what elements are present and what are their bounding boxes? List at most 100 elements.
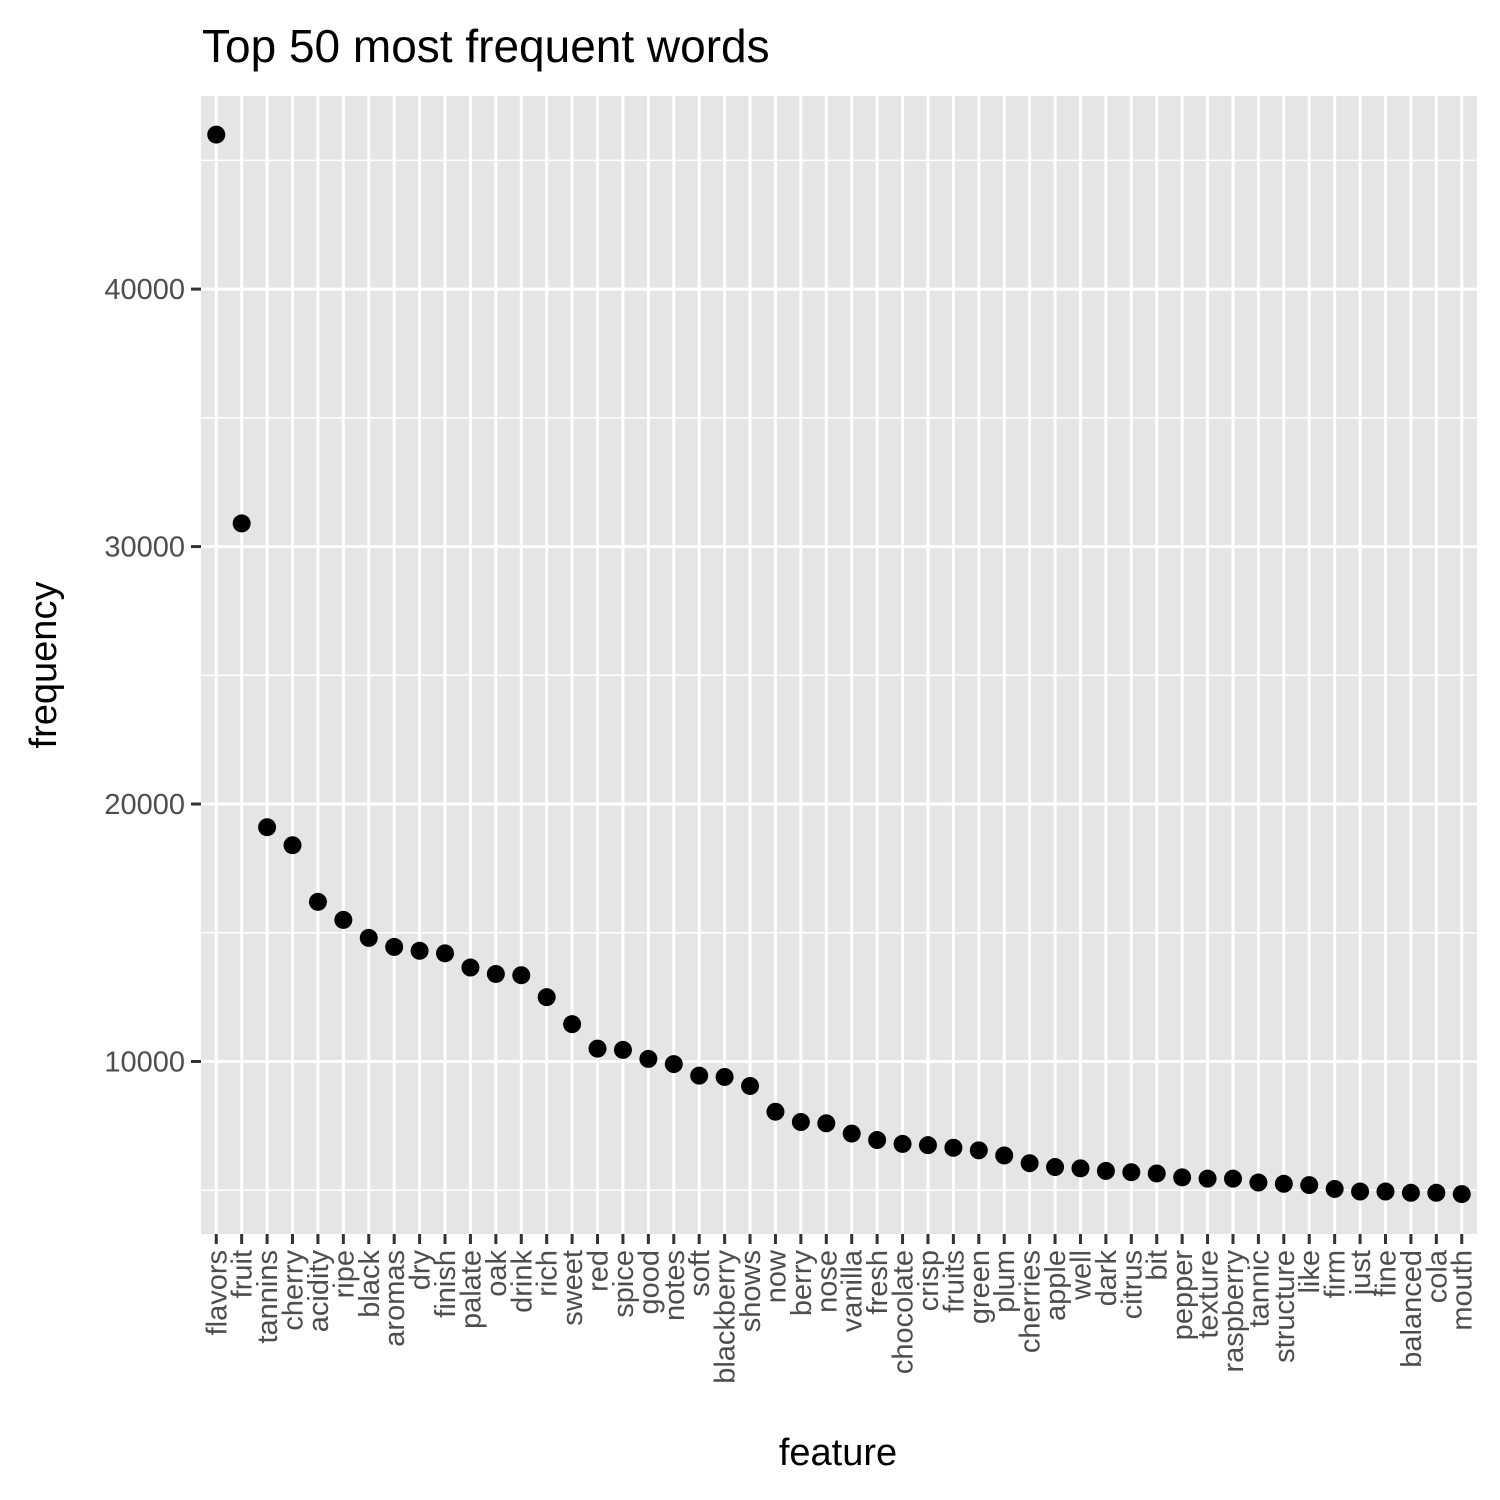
- x-tick-label-well: well: [1065, 1250, 1097, 1301]
- x-tick-label-apple: apple: [1040, 1250, 1072, 1321]
- data-point-citrus: [1122, 1163, 1141, 1182]
- x-tick-label-nose: nose: [811, 1250, 843, 1313]
- x-tick-label-now: now: [760, 1249, 792, 1303]
- data-point-plum: [995, 1146, 1014, 1165]
- x-tick-label-flavors: flavors: [201, 1250, 233, 1335]
- data-point-pepper: [1173, 1168, 1192, 1187]
- y-tick-label: 10000: [104, 1046, 185, 1078]
- data-point-soft: [690, 1066, 709, 1085]
- data-point-firm: [1325, 1179, 1344, 1198]
- data-point-fruit: [232, 514, 251, 533]
- data-point-ripe: [334, 910, 353, 929]
- x-tick-label-red: red: [583, 1250, 615, 1292]
- x-tick-label-aromas: aromas: [379, 1250, 411, 1347]
- data-point-tannic: [1249, 1173, 1268, 1192]
- data-point-balanced: [1401, 1183, 1420, 1202]
- data-point-fresh: [868, 1131, 887, 1150]
- x-tick-label-raspberry: raspberry: [1218, 1250, 1250, 1373]
- x-tick-label-good: good: [633, 1250, 665, 1315]
- data-point-notes: [664, 1055, 683, 1074]
- x-tick-label-fruit: fruit: [227, 1250, 259, 1298]
- data-point-flavors: [207, 125, 226, 144]
- data-point-well: [1071, 1159, 1090, 1178]
- x-axis-label: feature: [779, 1432, 897, 1474]
- data-point-acidity: [308, 892, 327, 911]
- y-tick-label: 40000: [104, 274, 185, 306]
- data-point-vanilla: [842, 1124, 861, 1143]
- data-point-dark: [1096, 1161, 1115, 1180]
- data-point-texture: [1198, 1169, 1217, 1188]
- x-tick-label-rich: rich: [532, 1250, 564, 1297]
- data-point-palate: [461, 958, 480, 977]
- x-tick-label-shows: shows: [735, 1250, 767, 1332]
- y-tick-label: 20000: [104, 789, 185, 821]
- data-points: [207, 125, 1471, 1204]
- x-tick-label-tannic: tannic: [1243, 1250, 1275, 1327]
- x-tick-label-structure: structure: [1269, 1250, 1301, 1363]
- data-point-just: [1351, 1182, 1370, 1201]
- data-point-good: [639, 1049, 658, 1068]
- x-tick-label-just: just: [1345, 1250, 1377, 1296]
- x-axis: flavorsfruittanninscherryacidityripeblac…: [201, 1234, 1479, 1384]
- data-point-aromas: [385, 937, 404, 956]
- data-point-cola: [1427, 1183, 1446, 1202]
- data-point-fine: [1376, 1182, 1395, 1201]
- data-point-shows: [741, 1076, 760, 1095]
- x-tick-label-chocolate: chocolate: [888, 1250, 920, 1374]
- data-point-chocolate: [893, 1134, 912, 1153]
- x-tick-label-fruits: fruits: [938, 1250, 970, 1313]
- x-tick-label-palate: palate: [455, 1250, 487, 1329]
- x-tick-label-dark: dark: [1091, 1250, 1123, 1307]
- x-tick-label-balanced: balanced: [1396, 1250, 1428, 1368]
- grid-lines: [201, 96, 1477, 1234]
- y-axis-label: frequency: [23, 582, 65, 749]
- data-point-crisp: [918, 1136, 937, 1155]
- data-point-green: [969, 1141, 988, 1160]
- x-tick-label-citrus: citrus: [1116, 1250, 1148, 1319]
- x-tick-label-ripe: ripe: [328, 1250, 360, 1298]
- data-point-like: [1300, 1176, 1319, 1195]
- x-tick-label-tannins: tannins: [252, 1250, 284, 1344]
- data-point-sweet: [563, 1015, 582, 1034]
- data-point-now: [766, 1102, 785, 1121]
- data-point-drink: [512, 966, 531, 985]
- x-tick-label-firm: firm: [1320, 1250, 1352, 1298]
- data-point-spice: [613, 1040, 632, 1059]
- data-point-finish: [436, 944, 455, 963]
- x-tick-label-bit: bit: [1142, 1250, 1174, 1281]
- x-tick-label-finish: finish: [430, 1250, 462, 1318]
- data-point-red: [588, 1039, 607, 1058]
- x-tick-label-fresh: fresh: [862, 1250, 894, 1314]
- x-tick-label-cherry: cherry: [278, 1250, 310, 1331]
- x-tick-label-pepper: pepper: [1167, 1250, 1199, 1341]
- data-point-structure: [1274, 1174, 1293, 1193]
- x-tick-label-green: green: [964, 1250, 996, 1324]
- data-point-dry: [410, 941, 429, 960]
- x-tick-label-sweet: sweet: [557, 1250, 589, 1326]
- x-tick-label-cherries: cherries: [1015, 1250, 1047, 1353]
- x-tick-label-vanilla: vanilla: [837, 1249, 869, 1332]
- y-axis: 10000 20000 30000 40000: [104, 274, 201, 1078]
- chart-title: Top 50 most frequent words: [202, 20, 770, 72]
- x-tick-label-black: black: [354, 1250, 386, 1318]
- data-point-blackberry: [715, 1067, 734, 1086]
- x-tick-label-notes: notes: [659, 1250, 691, 1321]
- x-tick-label-texture: texture: [1193, 1250, 1225, 1339]
- x-tick-label-drink: drink: [506, 1250, 538, 1313]
- data-point-raspberry: [1223, 1169, 1242, 1188]
- data-point-rich: [537, 988, 556, 1007]
- x-tick-label-fine: fine: [1370, 1250, 1402, 1297]
- x-tick-label-acidity: acidity: [303, 1250, 335, 1333]
- x-tick-label-crisp: crisp: [913, 1250, 945, 1311]
- data-point-bit: [1147, 1164, 1166, 1183]
- data-point-tannins: [258, 818, 277, 837]
- x-tick-label-cola: cola: [1421, 1249, 1453, 1303]
- x-tick-label-soft: soft: [684, 1250, 716, 1297]
- x-tick-label-plum: plum: [989, 1250, 1021, 1313]
- data-point-berry: [791, 1113, 810, 1132]
- x-tick-label-dry: dry: [405, 1250, 437, 1291]
- data-point-apple: [1046, 1158, 1065, 1177]
- x-tick-label-spice: spice: [608, 1250, 640, 1318]
- data-point-cherries: [1020, 1154, 1039, 1173]
